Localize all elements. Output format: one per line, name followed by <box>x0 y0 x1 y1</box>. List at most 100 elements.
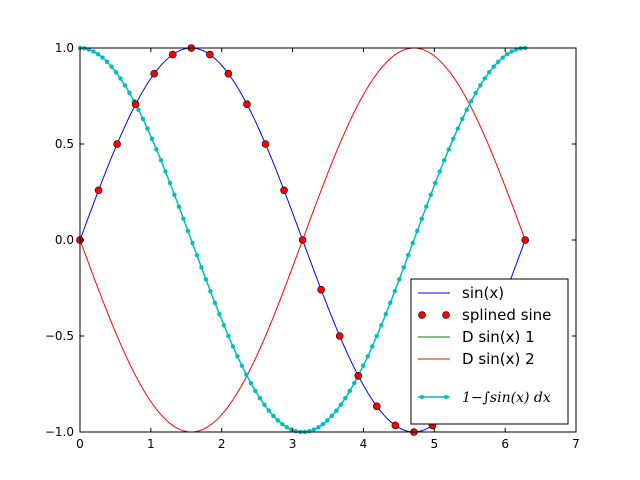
series-point-integral-82 <box>446 147 452 152</box>
series-point-integral-29 <box>208 288 213 294</box>
series-point-integral-81 <box>442 157 447 163</box>
y-tick-label-3: 0.5 <box>55 137 74 151</box>
series-point-integral-22 <box>176 204 182 209</box>
series-point-integral-77 <box>424 204 429 209</box>
legend-item-splined: splined sine <box>418 306 551 324</box>
legend-box <box>410 278 569 425</box>
series-layer <box>76 44 530 436</box>
series-point-integral-26 <box>194 252 200 258</box>
series-point-integral-75 <box>415 228 420 234</box>
series-point-splined-2 <box>113 140 121 148</box>
series-point-integral-25 <box>190 240 195 246</box>
series-point-integral-5 <box>100 55 105 60</box>
series-point-splined-16 <box>373 402 381 411</box>
legend-item-d2: D sin(x) 2 <box>418 350 535 368</box>
series-point-integral-91 <box>486 69 492 75</box>
series-point-integral-19 <box>163 169 168 174</box>
series-point-integral-88 <box>473 90 478 96</box>
series-point-integral-55 <box>325 418 330 423</box>
series-point-integral-28 <box>203 277 209 282</box>
series-point-integral-59 <box>343 395 348 401</box>
series-point-integral-16 <box>149 136 155 142</box>
series-point-integral-41 <box>262 402 267 407</box>
series-point-integral-95 <box>504 51 510 57</box>
series-point-integral-39 <box>253 388 258 394</box>
legend: sin(x) splined sine D sin(x) 1 D sin(x) 2 1−… <box>410 278 569 425</box>
legend-label-sin: sin(x) <box>462 284 504 302</box>
series-point-splined-7 <box>206 50 214 59</box>
series-point-integral-54 <box>320 421 326 427</box>
ticks-layer: 0 1 2 3 4 5 6 7 −1.0 −0.5 0.0 0.5 1.0 <box>45 41 580 451</box>
series-point-splined-10 <box>261 140 270 148</box>
series-point-integral-93 <box>495 59 501 65</box>
series-point-integral-51 <box>307 428 312 434</box>
series-point-splined-24 <box>521 236 530 244</box>
y-tick-label-4: 1.0 <box>55 41 74 55</box>
series-point-integral-73 <box>406 252 411 258</box>
series-point-integral-4 <box>95 51 101 57</box>
series-point-integral-89 <box>477 83 483 88</box>
series-point-splined-3 <box>131 100 140 109</box>
x-tick-label-6: 6 <box>501 437 509 451</box>
series-point-integral-71 <box>397 277 402 282</box>
series-point-integral-9 <box>118 76 123 81</box>
series-point-integral-86 <box>464 107 469 112</box>
series-point-integral-44 <box>275 418 281 423</box>
legend-marker-splined-b <box>442 311 450 319</box>
series-point-splined-1 <box>94 186 103 195</box>
series-point-integral-90 <box>482 76 487 81</box>
series-point-integral-23 <box>181 216 186 221</box>
series-point-integral-85 <box>460 116 465 122</box>
series-point-integral-45 <box>280 421 285 427</box>
series-point-integral-36 <box>239 363 245 368</box>
series-point-integral-10 <box>122 83 128 88</box>
series-point-integral-65 <box>370 344 375 349</box>
series-point-integral-11 <box>127 90 132 96</box>
series-point-integral-20 <box>167 180 173 186</box>
series-point-integral-64 <box>365 354 371 359</box>
series-point-integral-42 <box>266 408 272 413</box>
series-point-integral-94 <box>500 55 505 60</box>
series-point-integral-74 <box>410 240 416 246</box>
series-point-splined-13 <box>317 285 325 294</box>
series-point-integral-8 <box>113 69 119 75</box>
series-point-integral-6 <box>104 59 110 65</box>
series-point-integral-24 <box>185 228 191 234</box>
legend-label-integral: 1−∫sin(x) dx <box>462 390 551 406</box>
series-point-integral-63 <box>361 363 366 368</box>
x-tick-label-4: 4 <box>360 437 368 451</box>
series-point-splined-9 <box>243 100 251 109</box>
series-point-integral-35 <box>235 354 240 359</box>
x-tick-label-1: 1 <box>147 437 155 451</box>
series-point-integral-68 <box>383 311 389 317</box>
series-point-integral-32 <box>221 323 227 328</box>
series-point-integral-84 <box>455 126 461 131</box>
series-point-integral-18 <box>158 157 164 163</box>
series-point-splined-14 <box>335 332 344 340</box>
series-point-integral-76 <box>419 216 425 221</box>
x-tick-label-0: 0 <box>76 437 84 451</box>
legend-item-integral: 1−∫sin(x) dx <box>418 390 551 406</box>
y-tick-label-0: −1.0 <box>45 425 74 439</box>
x-tick-label-5: 5 <box>430 437 438 451</box>
legend-label-d2: D sin(x) 2 <box>462 350 535 368</box>
series-point-integral-37 <box>244 372 249 377</box>
series-point-integral-67 <box>379 323 384 328</box>
series-point-splined-12 <box>298 236 307 244</box>
series-point-splined-5 <box>168 50 177 59</box>
series-point-integral-46 <box>284 425 290 430</box>
series-point-integral-33 <box>226 333 231 339</box>
series-point-integral-87 <box>468 98 474 104</box>
series-point-splined-17 <box>391 421 400 430</box>
series-point-integral-80 <box>437 169 443 174</box>
series-point-integral-66 <box>374 333 380 339</box>
series-point-integral-61 <box>352 380 357 386</box>
legend-marker-integral-b <box>444 395 448 399</box>
series-point-integral-48 <box>293 428 299 434</box>
series-point-integral-31 <box>217 311 222 317</box>
series-point-integral-17 <box>154 147 159 152</box>
series-point-integral-56 <box>329 413 335 419</box>
y-tick-label-1: −0.5 <box>45 329 74 343</box>
series-point-integral-78 <box>428 192 434 197</box>
series-point-splined-15 <box>354 371 363 380</box>
